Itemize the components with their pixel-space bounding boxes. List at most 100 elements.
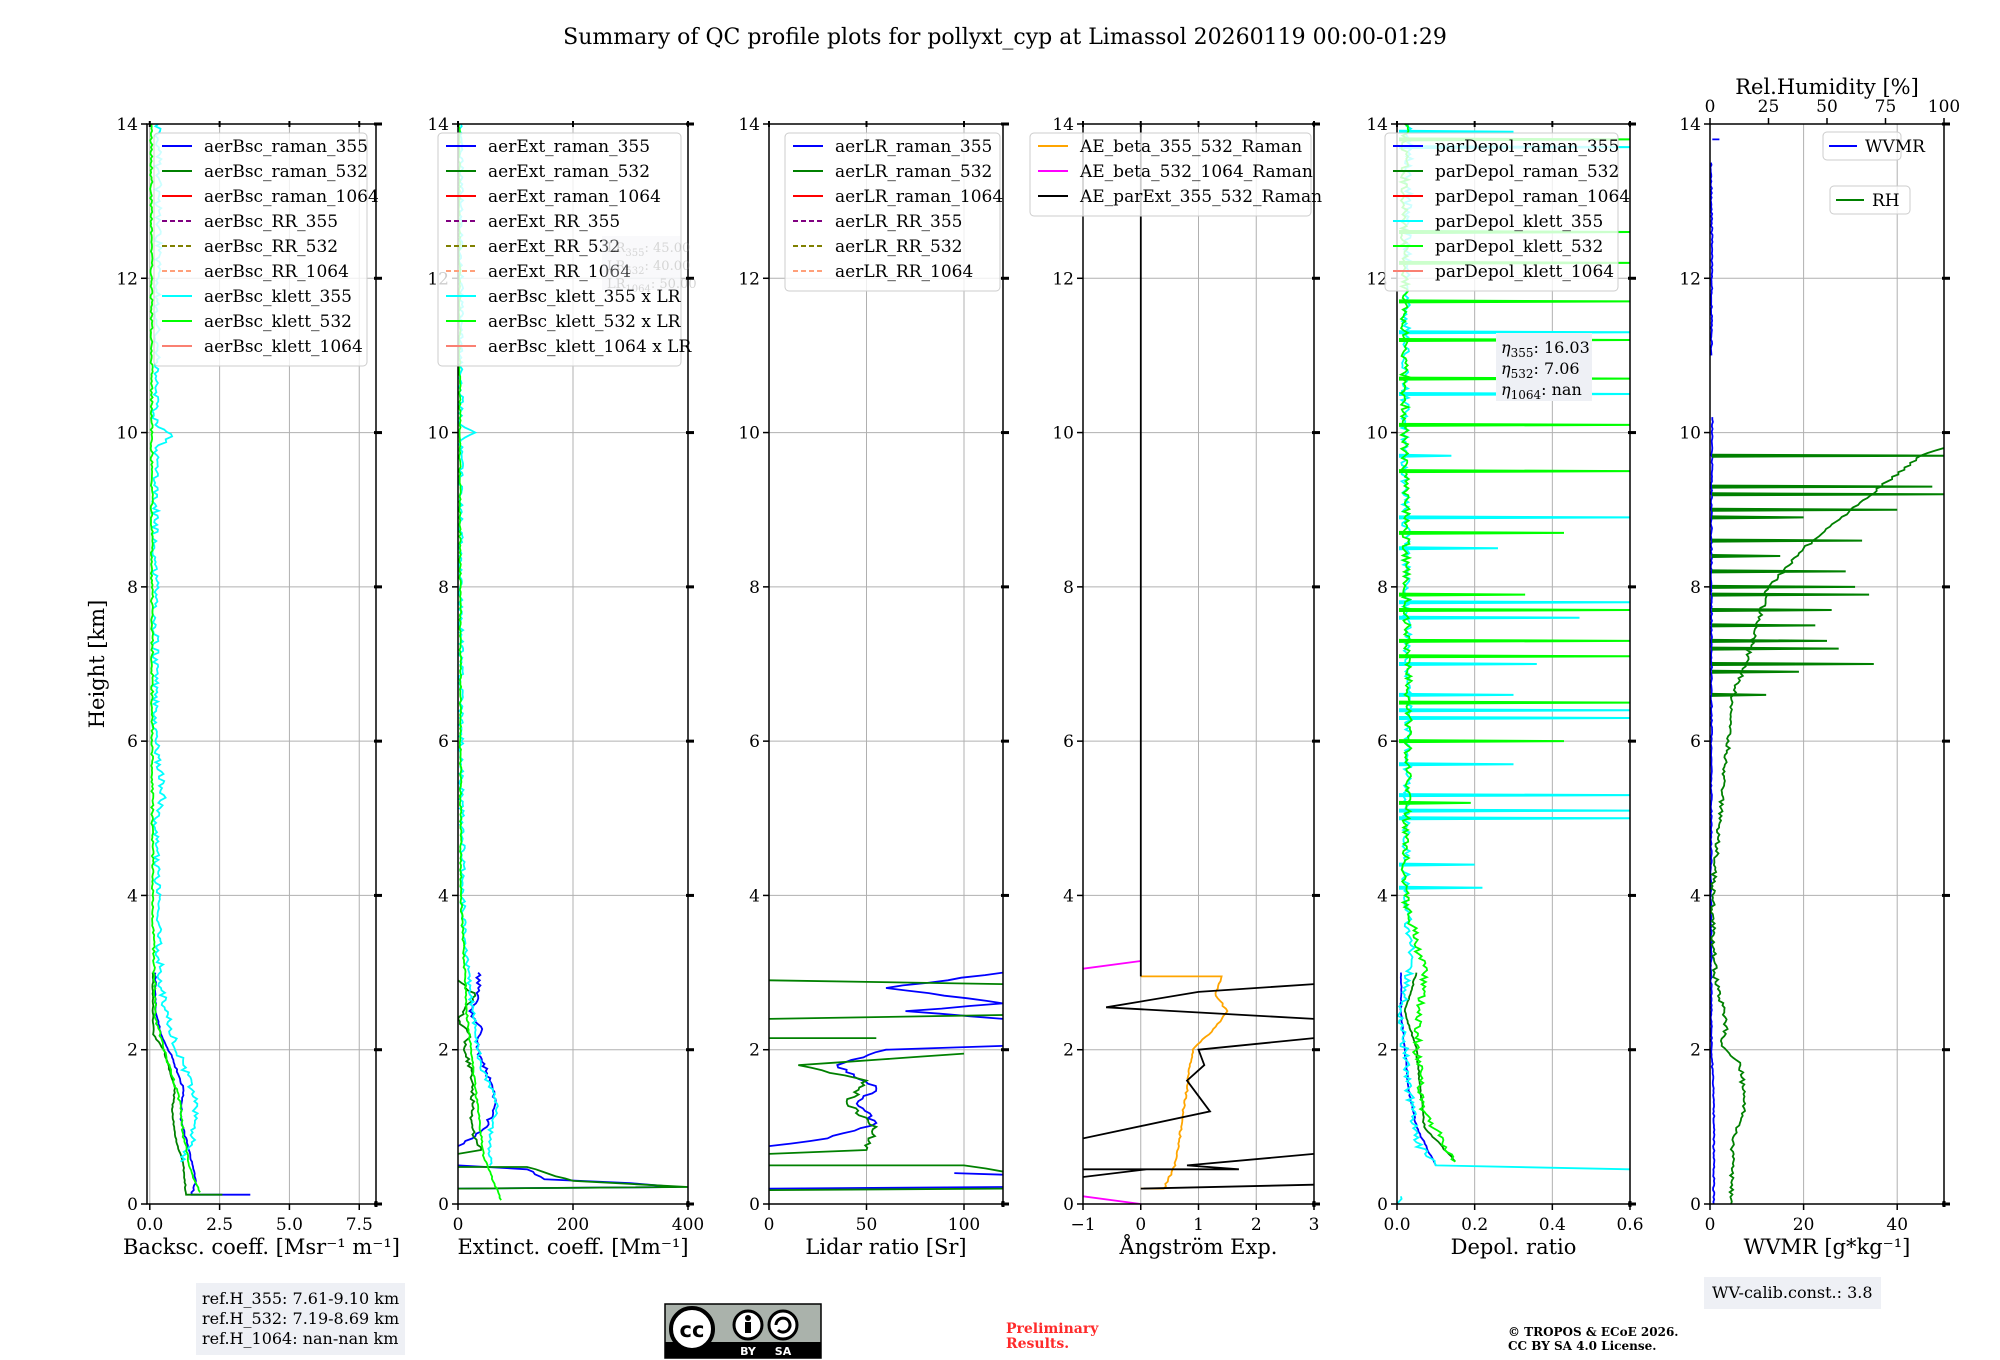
series-spike-parDepol_klett_355 [1398,662,1537,666]
annotation-box [1496,333,1592,401]
series-line-parDepol_raman_532 [1403,972,1456,1163]
x-tick-label: 0.4 [1539,1215,1566,1235]
annotation-box [602,236,680,290]
series-spike-parDepol_klett_532 [1398,800,1471,805]
series-spike-RH [1711,507,1898,512]
series-line-AE_beta_355_532_Raman [1140,975,1229,1190]
y-tick-label: 4 [1690,886,1701,906]
annotation-line: LR532: 40.00 [607,259,690,277]
x-axis-label: Depol. ratio [1451,1235,1577,1259]
series-spike-parDepol_klett_532 [1398,608,1630,612]
legend-label: parDepol_klett_355 [1435,212,1603,232]
license-by-label: BY [740,1345,757,1358]
ref-height-1064: ref.H_1064: nan-nan km [202,1329,399,1348]
x-axis-label: Lidar ratio [Sr] [805,1235,966,1259]
series-spike-parDepol_klett_532 [1398,422,1630,427]
series-line-aerExt_raman_355 [458,972,677,1190]
series-spike-parDepol_klett_355 [1398,600,1630,605]
y-tick-label: 0 [1063,1195,1074,1215]
series-spike-parDepol_klett_355 [1398,793,1630,798]
y-tick-label: 14 [116,115,138,135]
legend-label: aerExt_raman_1064 [488,187,661,207]
y-tick-label: 6 [1063,732,1074,752]
series-spike-RH [1711,692,1767,697]
y-tick-label: 8 [1377,578,1388,598]
legend-label: AE_parExt_355_532_Raman [1079,187,1322,207]
series-spike-parDepol_klett_355 [1398,615,1580,620]
y-tick-label: 2 [127,1041,138,1061]
y-tick-label: 2 [1690,1041,1701,1061]
x-tick-label: 0.0 [1383,1215,1410,1235]
y-tick-label: 4 [1377,886,1388,906]
legend-label: parDepol_klett_532 [1435,237,1603,257]
legend-label: aerBsc_raman_532 [204,162,368,182]
y-tick-label: 4 [438,886,449,906]
y-tick-label: 10 [427,424,449,444]
x-tick-label: 0 [1135,1215,1146,1235]
legend-label: parDepol_raman_355 [1435,137,1619,157]
y-tick-label: 8 [1063,578,1074,598]
preliminary-line-2: Results. [1006,1336,1070,1352]
top-x-tick-label: 100 [1928,97,1960,117]
y-tick-label: 14 [1679,115,1701,135]
x-tick-label: 200 [557,1215,589,1235]
series-spike-parDepol_klett_355 [1398,515,1630,520]
series-spike-parDepol_klett_532 [1398,376,1630,381]
x-tick-label: 2 [1251,1215,1262,1235]
x-tick-label: 100 [948,1215,980,1235]
series-spike-RH [1711,669,1799,674]
series-spike-RH [1711,515,1804,520]
y-axis-label: Height [km] [85,600,109,729]
y-tick-label: 6 [438,732,449,752]
legend-label: aerBsc_klett_355 x LR [488,287,682,307]
x-tick-label: 0.0 [136,1215,163,1235]
y-tick-label: 10 [116,424,138,444]
series-spike-parDepol_klett_532 [1398,654,1630,659]
annotation-line: LR1064: 50.00 [607,277,697,295]
y-tick-label: 2 [438,1041,449,1061]
series-spike-parDepol_klett_532 [1398,739,1564,744]
legend-label: AE_beta_355_532_Raman [1079,137,1302,157]
panel-extinction: 024681012140200400Extinct. coeff. [Mm⁻¹]… [427,115,704,1259]
license-sa-label: SA [775,1345,792,1358]
x-tick-label: 0 [453,1215,464,1235]
legend-label: aerBsc_RR_1064 [204,262,349,282]
y-tick-label: 14 [1052,115,1074,135]
y-tick-label: 12 [1679,269,1701,289]
y-tick-label: 2 [1377,1041,1388,1061]
series-spike-RH [1711,623,1816,628]
legend-label: parDepol_raman_532 [1435,162,1619,182]
legend-box [784,132,1001,292]
y-tick-label: 0 [438,1195,449,1215]
x-tick-label: 0 [1705,1215,1716,1235]
cc-by-sa-license-badge: cc BY SA [664,1303,822,1359]
legend: aerExt_raman_355 aerExt_raman_532 aerExt_r… [437,132,692,367]
legend-rh: RH [1829,185,1911,215]
legend-label: aerBsc_raman_355 [204,137,368,157]
wv-calibration-box: WV-calib.const.: 3.8 [1704,1277,1881,1309]
series-spike-parDepol_klett_355 [1398,392,1630,396]
legend: aerBsc_raman_355 aerBsc_raman_532 aerBsc_r… [153,132,379,367]
y-tick-label: 12 [738,269,760,289]
series-spike-RH [1711,569,1846,574]
y-tick-label: 8 [1690,578,1701,598]
y-tick-label: 0 [1690,1195,1701,1215]
svg-text:cc: cc [680,1318,705,1342]
plot-frame [146,123,377,1205]
series-spike-parDepol_klett_532 [1398,469,1630,474]
legend-label: aerLR_RR_355 [835,212,962,232]
series-spike-RH [1711,484,1933,489]
legend-label: aerBsc_klett_1064 x LR [488,337,692,357]
legend-label: aerExt_RR_532 [488,237,620,257]
x-axis-label: Backsc. coeff. [Msr⁻¹ m⁻¹] [123,1235,400,1259]
legend-label: aerBsc_raman_1064 [204,187,379,207]
top-axis-label: Rel.Humidity [%] [1735,75,1919,99]
x-tick-label: −1 [1070,1215,1095,1235]
legend-label: aerLR_raman_1064 [835,187,1003,207]
y-tick-label: 10 [1366,424,1388,444]
x-tick-label: 0.2 [1461,1215,1488,1235]
legend-box [437,132,682,367]
series-spike-RH [1711,492,1944,497]
